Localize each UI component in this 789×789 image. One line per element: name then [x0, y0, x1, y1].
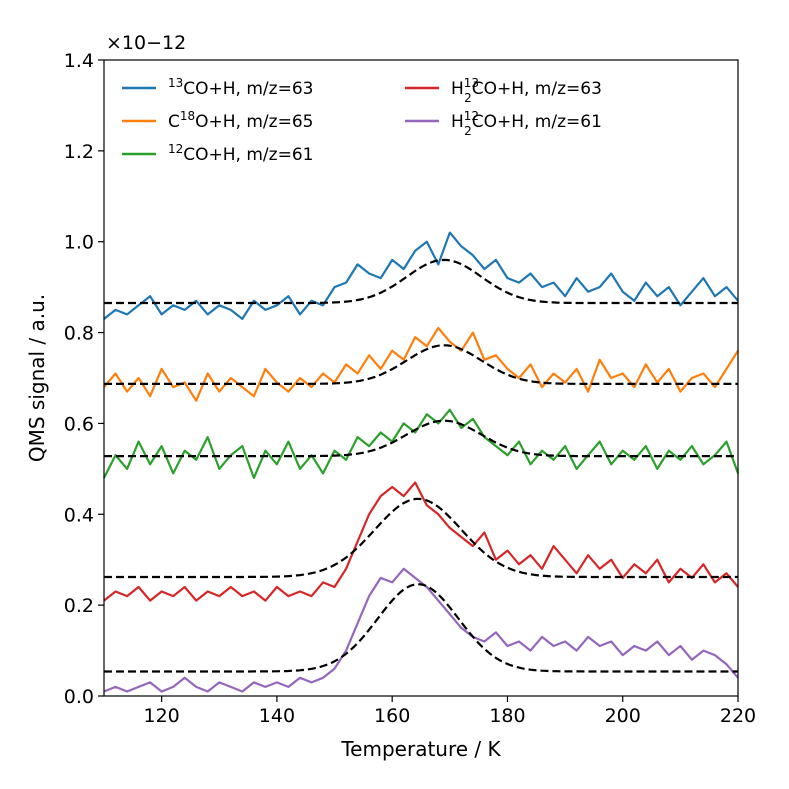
- y-tick-label: 0.4: [64, 504, 94, 526]
- plot-frame: [103, 59, 739, 697]
- legend-label: 12CO+H, m/z=61: [168, 142, 313, 165]
- y-tick-label: 0.2: [64, 595, 94, 617]
- series-line-2: [103, 408, 740, 479]
- fit-curve-3: [104, 497, 738, 579]
- y-tick-label: 0.0: [64, 686, 94, 708]
- series-line-3: [103, 481, 739, 602]
- x-tick-label: 200: [605, 705, 641, 727]
- y-tick-label: 0.6: [64, 413, 94, 435]
- y-tick-label: 1.0: [64, 232, 94, 254]
- x-tick-label: 120: [144, 705, 180, 727]
- series-line-4: [103, 567, 739, 693]
- legend-label: 13CO+H, m/z=63: [168, 76, 313, 99]
- x-tick-label: 220: [720, 705, 756, 727]
- x-axis-label: Temperature / K: [340, 737, 501, 761]
- series-line-0: [103, 231, 739, 320]
- legend-label: H12 2CO+H, m/z=61: [451, 109, 602, 138]
- y-tick-label: 1.4: [64, 50, 94, 72]
- y-tick-label: 1.2: [64, 141, 94, 163]
- legend-label: C18O+H, m/z=65: [168, 109, 313, 132]
- series-layer: [103, 231, 740, 693]
- fit-curve-2: [104, 419, 738, 458]
- legend: 13CO+H, m/z=63 C18O+H, m/z=65 12CO+H, m/z=…: [122, 76, 602, 165]
- y-offset-label: ×10−12: [106, 32, 186, 54]
- y-axis-ticks: 0.0 0.2 0.4 0.6 0.8 1.0 1.2 1.4: [64, 50, 104, 708]
- fit-curve-4: [104, 583, 738, 673]
- x-tick-label: 180: [489, 705, 525, 727]
- legend-label: H13 2CO+H, m/z=63: [451, 76, 602, 105]
- fit-curves-layer: [104, 258, 738, 673]
- x-tick-label: 160: [374, 705, 410, 727]
- fit-curve-0: [104, 258, 738, 305]
- x-tick-label: 140: [259, 705, 295, 727]
- x-axis-ticks: 120 140 160 180 200 220: [144, 696, 756, 727]
- fit-curve-1: [104, 344, 738, 385]
- y-axis-label: QMS signal / a.u.: [25, 294, 49, 462]
- y-tick-label: 0.8: [64, 323, 94, 345]
